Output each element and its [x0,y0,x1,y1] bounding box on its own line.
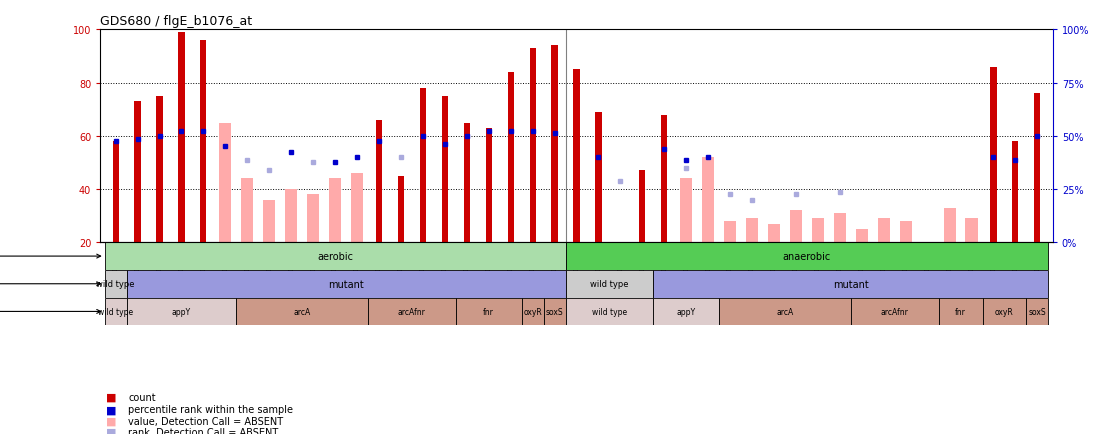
Bar [456,298,521,326]
Bar [720,298,851,326]
Text: appY: appY [172,307,190,316]
Bar [156,97,163,243]
Text: anaerobic: anaerobic [783,252,831,262]
Bar [219,123,232,243]
Bar [105,298,127,326]
Bar [812,219,824,243]
Text: growth protocol: growth protocol [0,252,100,262]
Bar [420,89,426,243]
Text: arcAfnr: arcAfnr [398,307,426,316]
Text: wild type: wild type [97,279,135,289]
Bar [105,243,566,270]
Bar [878,219,890,243]
Bar [653,298,720,326]
Text: value, Detection Call = ABSENT: value, Detection Call = ABSENT [128,416,283,426]
Bar [833,214,846,243]
Text: mutant: mutant [329,279,364,289]
Bar [263,200,275,243]
Bar [653,270,1048,298]
Bar [551,46,558,243]
Text: rank, Detection Call = ABSENT: rank, Detection Call = ABSENT [128,427,278,434]
Bar [351,174,363,243]
Bar [639,171,645,243]
Text: oxyR: oxyR [995,307,1014,316]
Text: GDS680 / flgE_b1076_at: GDS680 / flgE_b1076_at [100,15,253,28]
Bar [178,33,185,243]
Bar [508,73,514,243]
Text: arcA: arcA [776,307,793,316]
Bar [201,41,206,243]
Text: strain: strain [0,279,100,289]
Bar [790,211,802,243]
Text: fnr: fnr [483,307,495,316]
Bar [768,224,780,243]
Bar [113,142,119,243]
Bar [329,179,341,243]
Bar [966,219,978,243]
Bar [1013,142,1018,243]
Bar [983,298,1026,326]
Bar [990,68,997,243]
Bar [574,70,579,243]
Text: oxyR: oxyR [524,307,543,316]
Text: ■: ■ [106,416,116,426]
Bar [566,298,653,326]
Text: wild type: wild type [590,279,628,289]
Bar [900,221,911,243]
Bar [368,298,456,326]
Text: fnr: fnr [955,307,966,316]
Bar [135,102,140,243]
Bar [127,270,566,298]
Bar [681,179,692,243]
Text: wild type: wild type [98,307,134,316]
Bar [566,270,653,298]
Bar [851,298,939,326]
Bar [398,176,404,243]
Text: aerobic: aerobic [317,252,353,262]
Bar [724,221,736,243]
Bar [242,179,253,243]
Bar [746,219,759,243]
Bar [442,97,448,243]
Text: ■: ■ [106,404,116,414]
Bar [285,190,297,243]
Bar [921,243,934,256]
Bar [702,158,714,243]
Text: soxS: soxS [1028,307,1046,316]
Bar [944,208,956,243]
Text: count: count [128,392,156,402]
Text: genotype/variation: genotype/variation [0,307,100,317]
Bar [463,123,470,243]
Bar [544,298,566,326]
Text: ■: ■ [106,392,116,402]
Text: appY: appY [676,307,696,316]
Text: wild type: wild type [592,307,627,316]
Bar [127,298,236,326]
Bar [566,243,1048,270]
Bar [939,298,983,326]
Bar [521,298,544,326]
Text: mutant: mutant [833,279,869,289]
Text: ■: ■ [106,427,116,434]
Bar [529,49,536,243]
Bar [236,298,368,326]
Bar [307,195,320,243]
Text: percentile rank within the sample: percentile rank within the sample [128,404,293,414]
Text: soxS: soxS [546,307,564,316]
Text: arcA: arcA [294,307,311,316]
Bar [1034,94,1040,243]
Bar [486,128,491,243]
Bar [105,270,127,298]
Bar [595,113,602,243]
Bar [856,230,868,243]
Text: arcAfnr: arcAfnr [881,307,909,316]
Bar [375,121,382,243]
Bar [1026,298,1048,326]
Bar [662,115,667,243]
